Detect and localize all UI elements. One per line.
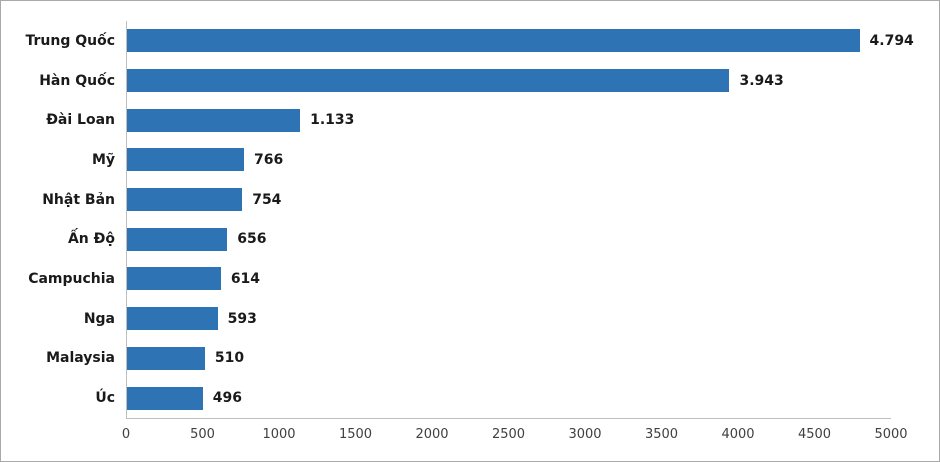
- bar-row: Nhật Bản 754: [42, 180, 891, 220]
- x-tick-label: 4500: [797, 427, 832, 442]
- bar: [127, 307, 218, 331]
- x-tick-label: 1500: [338, 427, 373, 442]
- bar: [127, 346, 205, 370]
- x-tick-label: 2500: [491, 427, 526, 442]
- bar-row: Campuchia 614: [28, 259, 891, 299]
- x-tick-label: 500: [190, 427, 215, 442]
- plot-area: Trung Quốc 4.794 Hàn Quốc 3.943 Đài Loan 1.13…: [25, 21, 914, 419]
- value-label: 3.943: [739, 72, 784, 89]
- x-tick-label: 5000: [874, 427, 908, 442]
- value-label: 593: [227, 310, 257, 327]
- category-label: Trung Quốc: [25, 32, 115, 49]
- category-label: Nga: [83, 310, 115, 327]
- bar: [127, 148, 245, 172]
- category-label: Mỹ: [91, 151, 115, 168]
- bar: [127, 69, 730, 93]
- x-axis: 0 500 1000 1500 2000 2500 3000 3500 4000 4500 5000: [122, 427, 908, 445]
- bar-row: Trung Quốc 4.794: [25, 21, 914, 61]
- value-label: 496: [212, 390, 243, 407]
- bar-row: Mỹ 766: [92, 140, 891, 180]
- x-tick-label: 3000: [568, 427, 602, 442]
- bar-row: Hàn Quốc 3.943: [39, 61, 891, 101]
- value-label: 656: [237, 231, 267, 248]
- bar: [127, 267, 221, 291]
- category-label: Campuchia: [28, 270, 115, 287]
- bar: [127, 386, 203, 410]
- bar-row: Đài Loan 1.133: [46, 100, 891, 140]
- bar-row: Malaysia 510: [46, 339, 891, 379]
- value-label: 510: [214, 350, 245, 367]
- category-label: Malaysia: [46, 350, 115, 367]
- x-tick-label: 0: [121, 427, 131, 442]
- x-tick-label: 2000: [415, 427, 449, 442]
- category-label: Ấn Độ: [67, 231, 115, 248]
- category-label: Úc: [95, 390, 115, 407]
- category-label: Hàn Quốc: [39, 72, 115, 89]
- value-label: 614: [230, 270, 261, 287]
- x-tick-label: 3500: [644, 427, 679, 442]
- bar: [127, 188, 243, 212]
- category-label: Nhật Bản: [42, 191, 115, 208]
- value-label: 1.133: [310, 112, 355, 129]
- x-tick-label: 4000: [721, 427, 755, 442]
- value-label: 766: [254, 151, 284, 168]
- bar-row: Nga 593: [84, 299, 891, 339]
- x-tick-label: 1000: [262, 427, 296, 442]
- bar: [127, 227, 228, 251]
- bar-row: Ấn Độ 656: [68, 219, 891, 259]
- bar: [127, 108, 301, 132]
- category-label: Đài Loan: [46, 112, 115, 129]
- value-label: 754: [252, 191, 282, 208]
- bar: [127, 29, 860, 53]
- bar-row: Úc 496: [95, 378, 891, 418]
- value-label: 4.794: [869, 32, 914, 49]
